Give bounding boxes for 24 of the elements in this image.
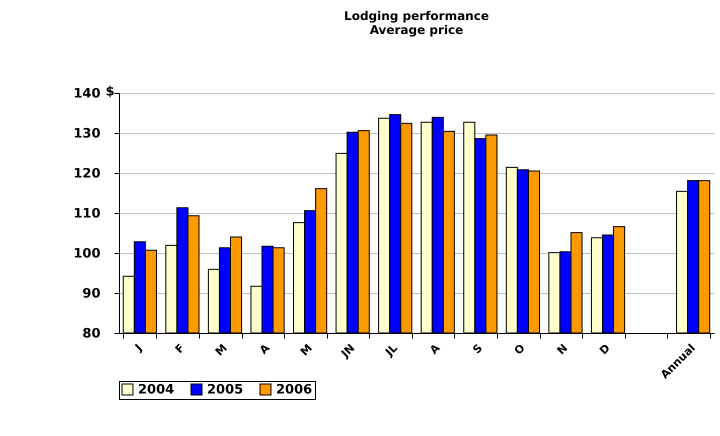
legend-label: 2004 [138,382,174,398]
y-tick-label: 80 [82,326,100,342]
chart-title: Lodging performance Average price [344,9,489,37]
x-tick-label: O [512,342,528,358]
y-tick-label: 140 [73,86,100,102]
x-tick-label: F [172,342,188,356]
y-tick-label: 100 [73,246,100,262]
x-tick-label: S [470,342,486,356]
x-tick-label: JN [338,342,358,361]
x-tick-label: D [597,342,613,358]
x-tick-label: JL [382,342,400,360]
legend-label: 2005 [207,382,244,398]
x-tick-label: M [298,342,315,358]
x-tick-label: A [257,341,273,357]
x-tick-label: A [427,341,443,357]
x-tick-label: J [132,342,145,354]
x-tick-label: N [554,342,570,358]
y-tick-label: 120 [73,166,100,182]
legend-label: 2006 [276,382,312,398]
y-tick-label: 110 [73,206,100,222]
y-axis-title: $ [106,84,115,100]
x-tick-label: M [212,342,230,358]
y-tick-label: 130 [73,126,100,142]
y-tick-label: 90 [82,286,100,302]
